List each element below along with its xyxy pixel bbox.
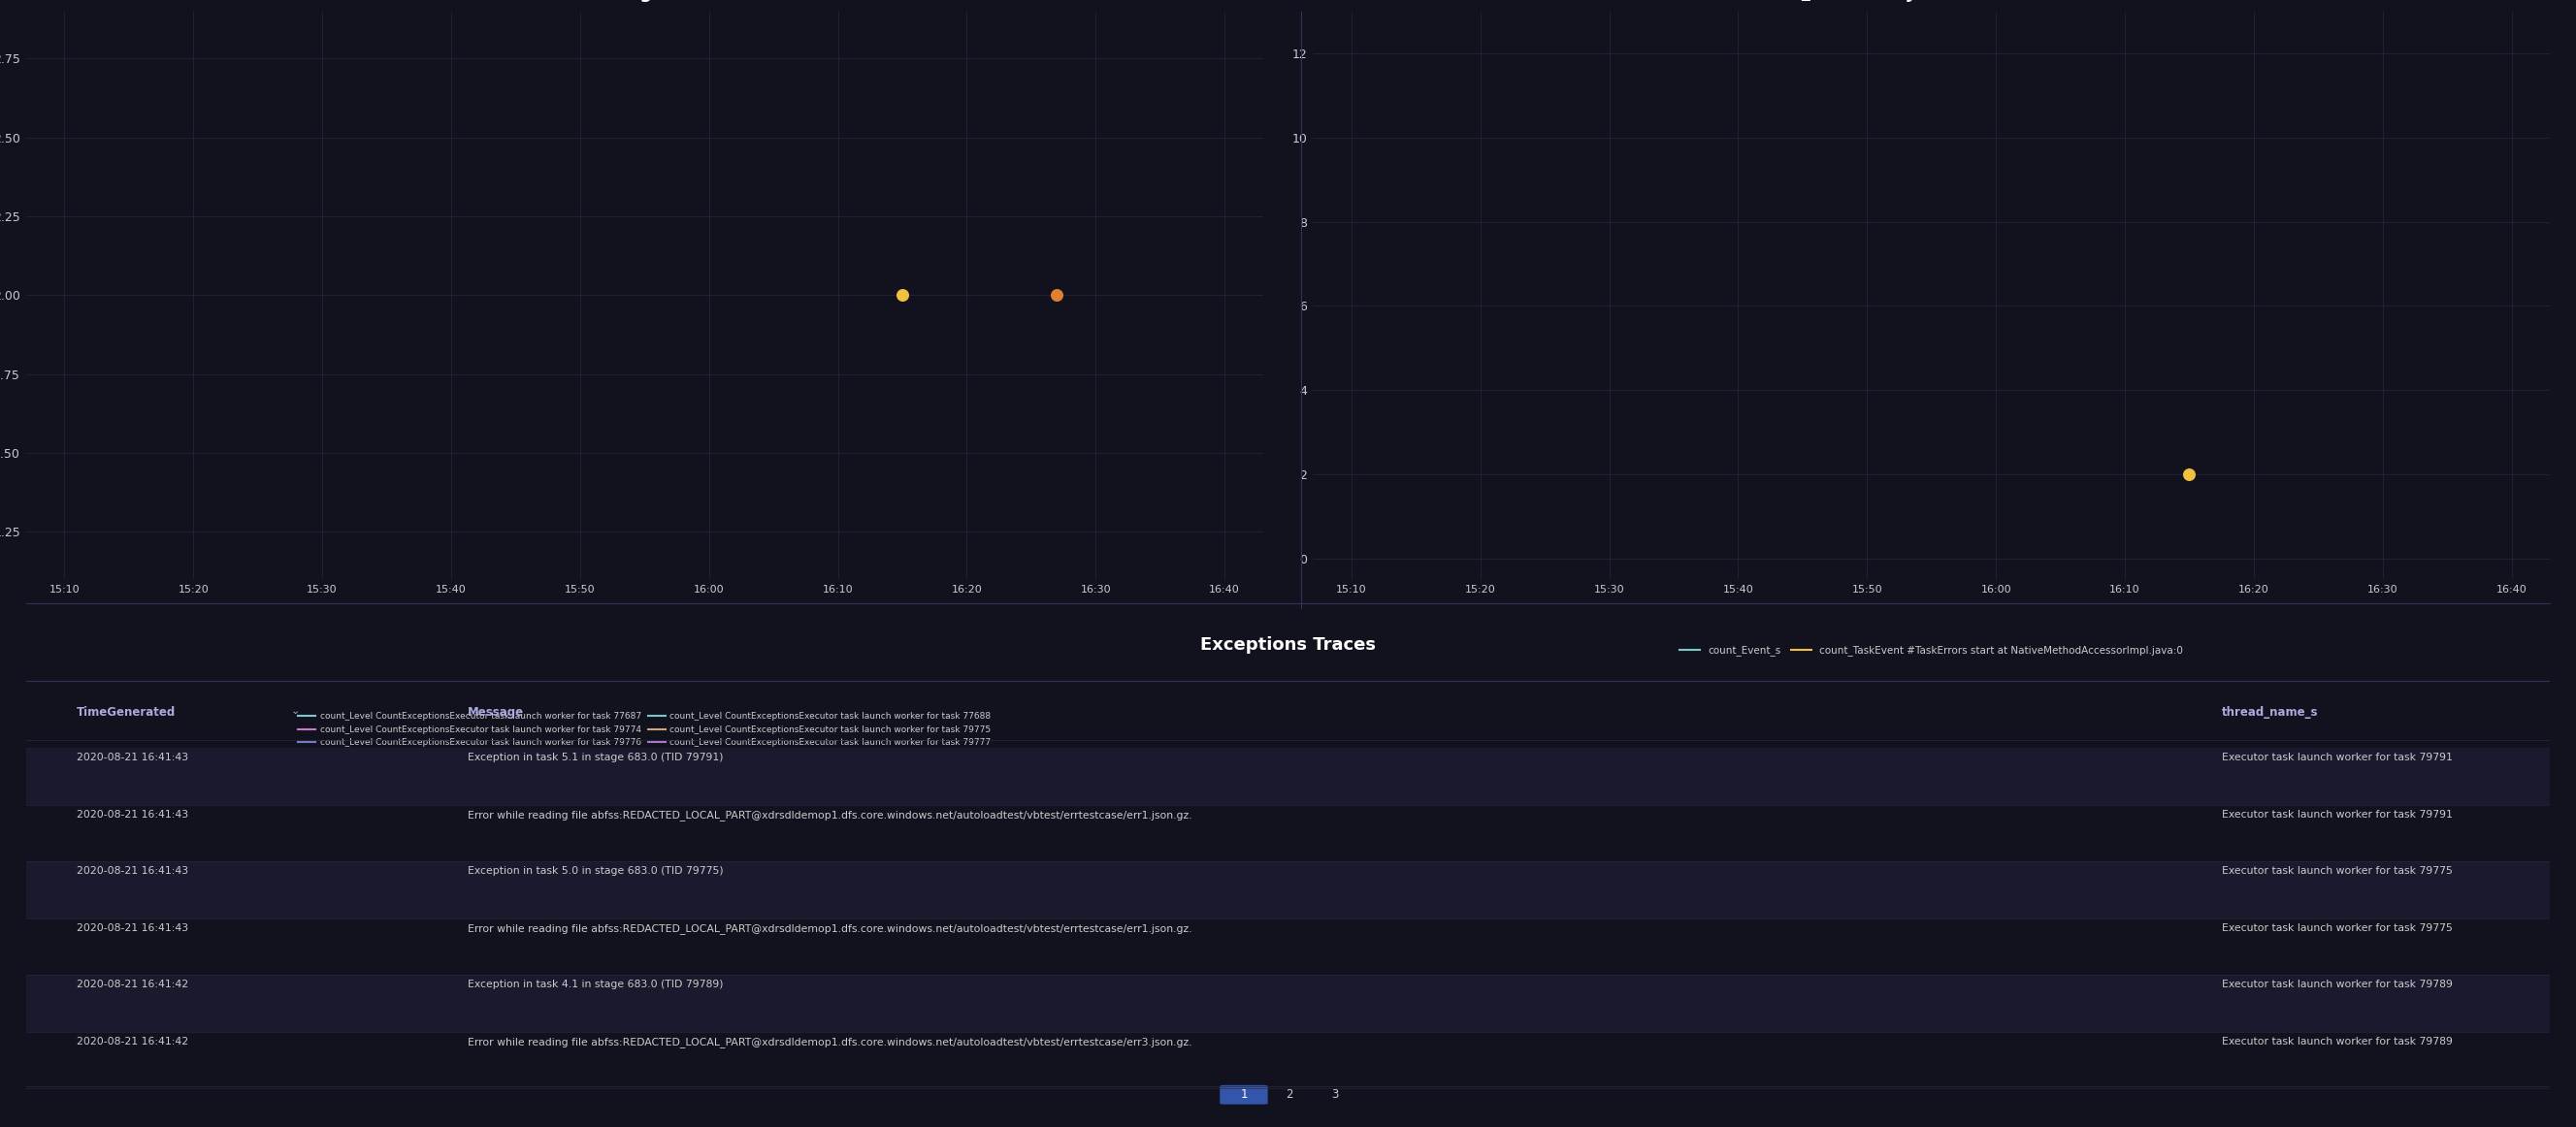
Text: 2020-08-21 16:41:43: 2020-08-21 16:41:43 bbox=[77, 867, 188, 876]
Text: Executor task launch worker for task 79775: Executor task launch worker for task 797… bbox=[2223, 867, 2452, 876]
Text: Message: Message bbox=[466, 706, 523, 718]
Text: Executor task launch worker for task 79789: Executor task launch worker for task 797… bbox=[2223, 979, 2452, 990]
Text: Executor task launch worker for task 79791: Executor task launch worker for task 797… bbox=[2223, 809, 2452, 819]
Point bbox=[1036, 286, 1077, 304]
Legend: count_Level CountExceptionsExecutor task launch worker for task 77687, count_Lev: count_Level CountExceptionsExecutor task… bbox=[294, 709, 994, 790]
Text: 2: 2 bbox=[1285, 1089, 1293, 1101]
Text: Executor task launch worker for task 79791: Executor task launch worker for task 797… bbox=[2223, 753, 2452, 762]
Text: ⌄: ⌄ bbox=[291, 706, 299, 716]
Text: Executor task launch worker for task 79775: Executor task launch worker for task 797… bbox=[2223, 923, 2452, 933]
Text: 2020-08-21 16:41:43: 2020-08-21 16:41:43 bbox=[77, 753, 188, 762]
Bar bbox=[26, 1031, 2550, 1089]
Title: ⓘ  Cluster (Job/Task) Errors: ⓘ Cluster (Job/Task) Errors bbox=[1801, 0, 2063, 1]
Text: 1: 1 bbox=[1239, 1089, 1247, 1101]
Title: Streaming Errors ⌄: Streaming Errors ⌄ bbox=[551, 0, 739, 1]
Bar bbox=[26, 805, 2550, 861]
Text: Exceptions Traces: Exceptions Traces bbox=[1200, 637, 1376, 654]
Text: 2020-08-21 16:41:42: 2020-08-21 16:41:42 bbox=[77, 979, 188, 990]
Point bbox=[2169, 465, 2210, 483]
Text: Exception in task 5.1 in stage 683.0 (TID 79791): Exception in task 5.1 in stage 683.0 (TI… bbox=[466, 753, 724, 762]
Point bbox=[2555, 128, 2576, 147]
Text: Error while reading file abfss:REDACTED_LOCAL_PART@xdrsdldemop1.dfs.core.windows: Error while reading file abfss:REDACTED_… bbox=[466, 809, 1193, 820]
Text: Exception in task 5.0 in stage 683.0 (TID 79775): Exception in task 5.0 in stage 683.0 (TI… bbox=[466, 867, 724, 876]
Text: Executor task launch worker for task 79789: Executor task launch worker for task 797… bbox=[2223, 1037, 2452, 1046]
Text: Error while reading file abfss:REDACTED_LOCAL_PART@xdrsdldemop1.dfs.core.windows: Error while reading file abfss:REDACTED_… bbox=[466, 1037, 1193, 1047]
Text: thread_name_s: thread_name_s bbox=[2223, 706, 2318, 718]
Legend: count_Event_s, count_TaskEvent #TaskErrors start at NativeMethodAccessorImpl.jav: count_Event_s, count_TaskEvent #TaskErro… bbox=[1677, 641, 2187, 659]
Bar bbox=[26, 919, 2550, 975]
Point bbox=[881, 286, 922, 304]
Text: Exception in task 4.1 in stage 683.0 (TID 79789): Exception in task 4.1 in stage 683.0 (TI… bbox=[466, 979, 724, 990]
Text: 2020-08-21 16:41:42: 2020-08-21 16:41:42 bbox=[77, 1037, 188, 1046]
Bar bbox=[26, 747, 2550, 805]
Bar bbox=[26, 861, 2550, 919]
Bar bbox=[26, 975, 2550, 1031]
Text: TimeGenerated: TimeGenerated bbox=[77, 706, 175, 718]
Text: 3: 3 bbox=[1332, 1089, 1340, 1101]
Text: Error while reading file abfss:REDACTED_LOCAL_PART@xdrsdldemop1.dfs.core.windows: Error while reading file abfss:REDACTED_… bbox=[466, 923, 1193, 933]
Text: 2020-08-21 16:41:43: 2020-08-21 16:41:43 bbox=[77, 809, 188, 819]
FancyBboxPatch shape bbox=[1221, 1085, 1267, 1104]
Text: 2020-08-21 16:41:43: 2020-08-21 16:41:43 bbox=[77, 923, 188, 933]
